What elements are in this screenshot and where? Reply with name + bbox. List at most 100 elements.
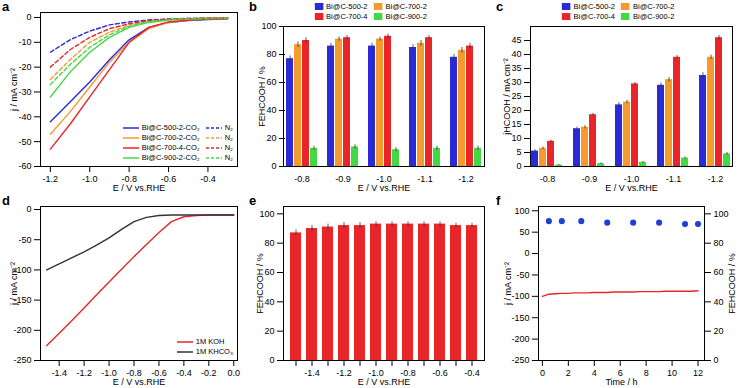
svg-text:-250: -250	[511, 355, 529, 365]
svg-text:60: 60	[264, 267, 274, 277]
svg-text:jHCOOH / mA cm⁻²: jHCOOH / mA cm⁻²	[502, 58, 512, 136]
svg-text:-0.9: -0.9	[335, 174, 351, 184]
svg-text:8: 8	[644, 368, 649, 378]
svg-text:j / mA cm⁻²: j / mA cm⁻²	[9, 68, 19, 112]
svg-text:40: 40	[264, 297, 274, 307]
svg-text:2: 2	[566, 368, 571, 378]
svg-text:-0.2: -0.2	[201, 368, 217, 378]
svg-text:-40: -40	[18, 112, 31, 122]
svg-text:FEHCOOH / %: FEHCOOH / %	[257, 66, 267, 127]
svg-text:0: 0	[271, 161, 276, 171]
svg-text:-1.1: -1.1	[417, 174, 433, 184]
svg-text:-1.2: -1.2	[458, 174, 474, 184]
svg-text:100: 100	[514, 206, 529, 216]
svg-text:80: 80	[266, 49, 276, 59]
svg-text:0: 0	[269, 355, 274, 365]
svg-text:-0.8: -0.8	[126, 367, 142, 378]
svg-text:60: 60	[266, 77, 276, 87]
svg-text:10: 10	[511, 133, 521, 143]
html-text:Bi@C-700-4-CO₂: Bi@C-700-4-CO₂	[141, 143, 200, 152]
svg-text:5: 5	[516, 147, 521, 157]
svg-text:-1.0: -1.0	[623, 173, 640, 184]
svg-text:25: 25	[511, 91, 521, 101]
svg-text:j / mA cm⁻²: j / mA cm⁻²	[503, 262, 513, 306]
svg-text:80: 80	[714, 238, 724, 248]
svg-text:-50: -50	[18, 137, 31, 147]
svg-text:-1.0: -1.0	[82, 174, 98, 184]
svg-text:-50: -50	[516, 270, 529, 280]
svg-text:-10: -10	[18, 37, 31, 47]
svg-text:60: 60	[714, 267, 724, 277]
svg-text:-100: -100	[511, 291, 529, 301]
svg-text:30: 30	[511, 77, 521, 87]
svg-text:-1.0: -1.0	[368, 367, 384, 378]
svg-text:j / mA cm⁻²: j / mA cm⁻²	[9, 262, 19, 306]
svg-text:-0.8: -0.8	[121, 173, 137, 184]
svg-text:E / V vs.RHE: E / V vs.RHE	[605, 183, 658, 193]
svg-text:4: 4	[592, 368, 597, 378]
svg-text:20: 20	[511, 105, 521, 115]
svg-text:-0.8: -0.8	[400, 367, 416, 378]
svg-text:E / V vs.RHE: E / V vs.RHE	[358, 183, 411, 193]
svg-text:-20: -20	[18, 62, 31, 72]
svg-text:15: 15	[511, 119, 521, 129]
svg-text:-0.9: -0.9	[582, 174, 598, 184]
svg-text:100: 100	[259, 209, 274, 219]
svg-text:FEHCOOH / %: FEHCOOH / %	[255, 253, 265, 314]
svg-text:45: 45	[511, 35, 521, 45]
svg-text:-0.6: -0.6	[151, 367, 167, 378]
svg-text:-1.0: -1.0	[101, 367, 117, 378]
svg-text:FEHCOOH / %: FEHCOOH / %	[727, 253, 737, 314]
svg-text:20: 20	[264, 326, 274, 336]
svg-text:E / V vs.RHE: E / V vs.RHE	[113, 377, 166, 387]
html-text:Bi@C-500-2-CO₂: Bi@C-500-2-CO₂	[141, 123, 200, 132]
svg-text:-1.4: -1.4	[51, 368, 67, 378]
svg-text:-0.6: -0.6	[432, 368, 448, 378]
svg-text:-1.1: -1.1	[666, 174, 682, 184]
svg-text:-1.2: -1.2	[76, 368, 92, 378]
svg-text:-100: -100	[13, 264, 32, 275]
svg-text:-1.2: -1.2	[708, 174, 724, 184]
svg-text:100: 100	[714, 209, 729, 219]
svg-text:20: 20	[266, 133, 276, 143]
svg-text:-30: -30	[18, 87, 31, 97]
svg-text:20: 20	[714, 326, 724, 336]
svg-text:40: 40	[511, 49, 521, 59]
svg-text:0: 0	[540, 368, 545, 378]
svg-text:-150: -150	[511, 313, 529, 323]
svg-text:50: 50	[519, 227, 529, 237]
svg-text:0.0: 0.0	[228, 368, 241, 378]
svg-text:-150: -150	[13, 295, 32, 305]
svg-text:35: 35	[511, 63, 521, 73]
svg-text:0: 0	[26, 12, 31, 22]
svg-text:100: 100	[261, 21, 276, 31]
svg-text:40: 40	[714, 297, 724, 307]
svg-text:E / V vs.RHE: E / V vs.RHE	[358, 377, 411, 387]
svg-text:0: 0	[26, 204, 31, 214]
svg-text:40: 40	[266, 105, 276, 115]
svg-text:-0.4: -0.4	[176, 368, 192, 378]
svg-text:-1.2: -1.2	[336, 368, 352, 378]
svg-text:12: 12	[693, 368, 703, 378]
svg-text:-250: -250	[13, 355, 31, 365]
svg-text:80: 80	[264, 238, 274, 248]
html-text:Bi@C-700-2-CO₂: Bi@C-700-2-CO₂	[141, 133, 200, 142]
svg-text:-50: -50	[18, 235, 31, 245]
svg-text:-0.8: -0.8	[540, 174, 556, 184]
svg-text:-200: -200	[13, 325, 31, 335]
svg-text:0: 0	[524, 248, 529, 258]
svg-text:-0.4: -0.4	[464, 368, 480, 378]
svg-text:Time / h: Time / h	[605, 377, 637, 387]
svg-text:-1.0: -1.0	[376, 173, 392, 184]
svg-text:10: 10	[667, 368, 677, 378]
svg-text:-0.6: -0.6	[160, 173, 177, 184]
svg-text:E / V vs.RHE: E / V vs.RHE	[113, 183, 166, 193]
svg-text:-0.4: -0.4	[200, 174, 216, 184]
svg-text:-60: -60	[18, 161, 31, 171]
svg-text:0: 0	[516, 161, 521, 171]
svg-text:-0.8: -0.8	[294, 174, 310, 184]
svg-text:-1.2: -1.2	[43, 174, 59, 184]
svg-text:0: 0	[714, 355, 719, 365]
svg-text:-200: -200	[511, 334, 529, 344]
svg-text:-1.4: -1.4	[304, 368, 320, 378]
